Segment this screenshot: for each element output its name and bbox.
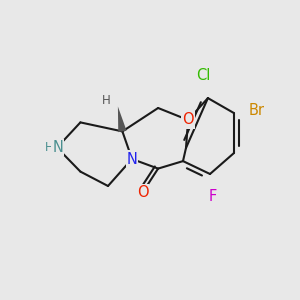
Text: O: O — [137, 185, 148, 200]
Text: H: H — [101, 94, 110, 107]
Text: N: N — [127, 152, 137, 166]
Polygon shape — [118, 106, 127, 132]
Text: Br: Br — [248, 103, 265, 118]
Text: O: O — [182, 112, 194, 128]
Text: H: H — [45, 141, 53, 154]
Text: N: N — [52, 140, 63, 155]
Text: F: F — [209, 189, 217, 204]
Text: Cl: Cl — [196, 68, 211, 83]
